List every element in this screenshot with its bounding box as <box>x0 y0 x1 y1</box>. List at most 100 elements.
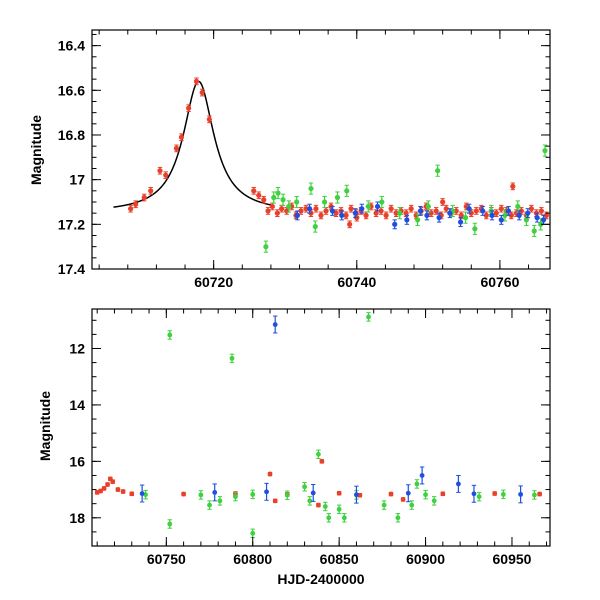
marker <box>110 479 116 485</box>
marker <box>472 226 478 232</box>
data-point-red <box>110 479 116 485</box>
marker <box>471 491 477 497</box>
marker <box>321 199 328 205</box>
marker <box>354 492 359 498</box>
data-point-green <box>263 240 269 253</box>
marker <box>303 206 309 212</box>
y-tick-label: 17.2 <box>58 216 85 232</box>
data-point-red <box>298 207 304 215</box>
data-point-red <box>267 471 273 477</box>
marker <box>199 89 205 96</box>
marker <box>206 116 212 122</box>
data-point-green <box>515 200 521 213</box>
data-point-red <box>141 193 147 202</box>
data-point-red <box>157 166 163 175</box>
data-point-green <box>365 200 371 213</box>
data-point-green <box>233 491 238 502</box>
marker <box>322 504 328 509</box>
top-panel: 60720 60740 60760 16.4 16.6 16.8 17 17.2 17.4 Ma… <box>28 29 551 290</box>
data-point-blue <box>329 205 336 216</box>
marker <box>532 492 537 498</box>
marker <box>458 212 464 218</box>
marker <box>498 217 504 223</box>
data-point-blue <box>404 214 410 225</box>
data-point-blue <box>374 201 381 212</box>
marker <box>312 223 318 230</box>
data-point-green <box>531 224 537 238</box>
marker <box>326 515 332 521</box>
data-point-green <box>423 489 428 500</box>
marker <box>98 488 104 494</box>
bottom-panel: 60750 60800 60850 60900 60950 12 14 16 18 Magnit… <box>37 308 551 587</box>
data-point-red <box>498 204 504 213</box>
data-point-green <box>286 200 292 213</box>
bottom-y-axis-label: Magnitude <box>37 391 53 461</box>
x-tick-label: 60720 <box>194 274 233 290</box>
data-point-red <box>206 115 212 124</box>
marker <box>186 105 192 111</box>
marker <box>265 208 271 214</box>
marker <box>319 458 325 464</box>
marker <box>279 206 285 212</box>
data-point-red <box>319 458 325 464</box>
marker <box>310 490 316 496</box>
marker <box>198 492 204 498</box>
data-point-blue <box>272 315 278 334</box>
data-point-red <box>316 502 321 508</box>
data-point-green <box>336 504 342 515</box>
marker <box>263 244 269 250</box>
data-point-green <box>302 482 307 492</box>
data-point-green <box>500 489 506 500</box>
data-point-blue <box>310 483 316 502</box>
marker <box>381 502 387 508</box>
marker <box>316 451 321 457</box>
marker <box>383 212 389 218</box>
data-point-blue <box>212 483 218 502</box>
data-point-red <box>251 186 257 195</box>
marker <box>157 168 163 174</box>
marker <box>374 203 381 210</box>
data-point-green <box>334 191 341 204</box>
data-point-red <box>101 486 107 491</box>
marker <box>542 148 548 154</box>
data-point-red <box>318 211 324 220</box>
data-point-green <box>294 195 300 209</box>
data-point-red <box>510 182 516 191</box>
data-point-blue <box>424 210 430 221</box>
marker <box>250 530 256 536</box>
marker <box>344 188 350 194</box>
data-point-green <box>322 501 328 512</box>
data-point-green <box>366 312 371 322</box>
marker <box>267 471 273 477</box>
marker <box>308 185 314 192</box>
y-tick-label: 16.4 <box>58 38 85 54</box>
marker <box>233 494 238 500</box>
marker <box>473 208 479 214</box>
marker <box>436 215 442 221</box>
data-point-blue <box>447 208 453 219</box>
data-point-red <box>274 209 280 218</box>
data-point-red <box>400 497 406 502</box>
marker <box>348 206 354 212</box>
data-point-blue <box>516 210 522 221</box>
marker <box>453 208 459 214</box>
marker <box>440 199 446 205</box>
marker <box>365 203 371 210</box>
marker <box>516 212 522 218</box>
marker <box>395 515 401 521</box>
data-point-green <box>207 500 212 510</box>
data-point-red <box>343 211 349 220</box>
marker <box>217 498 223 504</box>
bottom-ticks-layer: 60750 60800 60850 60900 60950 12 14 16 18 <box>69 309 550 567</box>
data-point-blue <box>294 210 300 221</box>
data-point-red <box>453 207 459 215</box>
marker <box>207 502 212 508</box>
marker <box>424 212 430 218</box>
marker <box>181 491 187 497</box>
marker <box>534 215 540 221</box>
data-point-blue <box>466 203 472 214</box>
data-point-green <box>280 193 286 206</box>
marker <box>256 192 262 198</box>
data-point-green <box>341 513 347 523</box>
